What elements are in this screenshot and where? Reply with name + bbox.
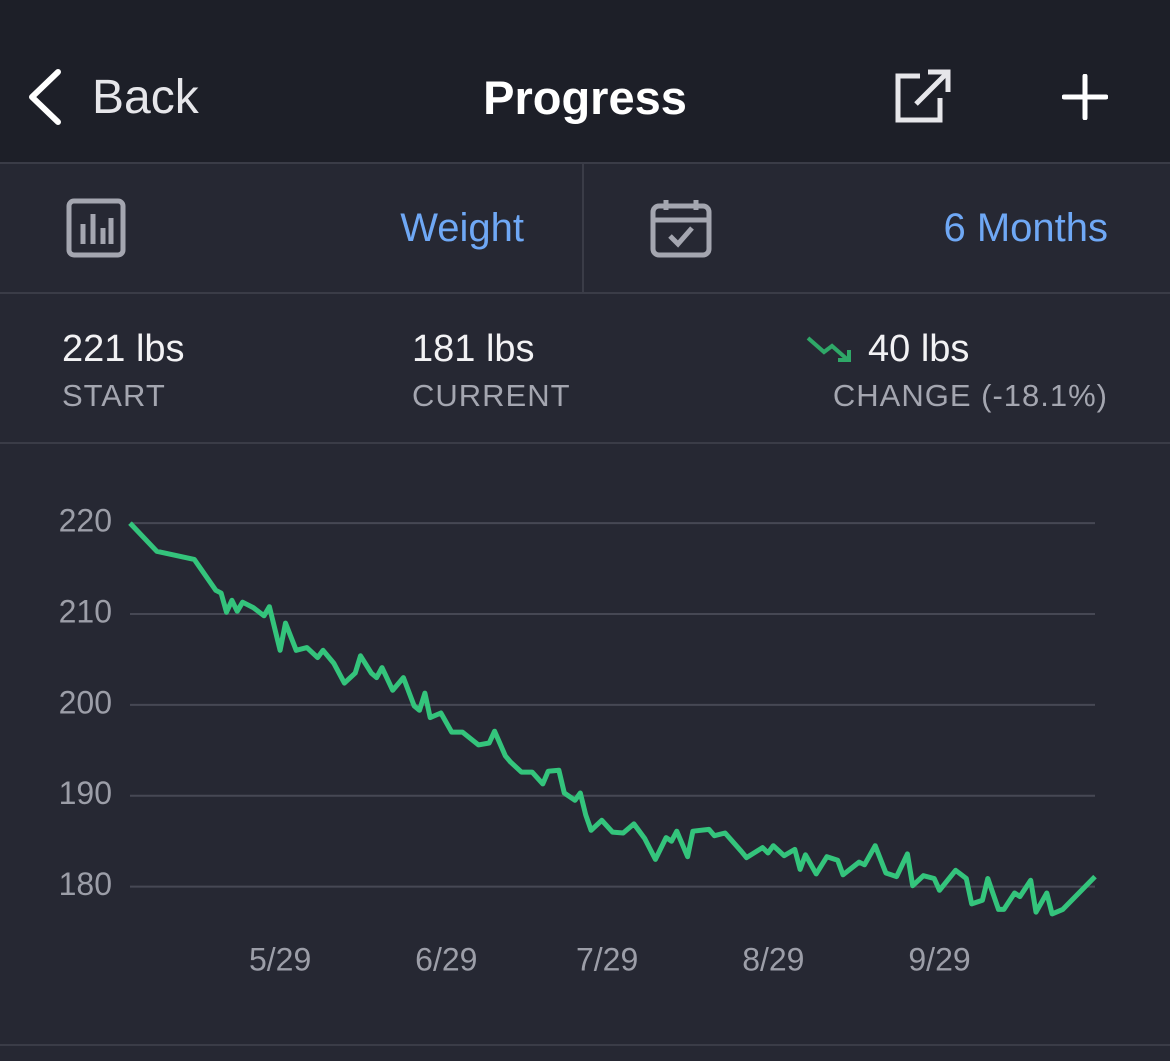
calendar-icon bbox=[650, 200, 712, 258]
back-button[interactable]: Back bbox=[92, 71, 199, 124]
stats-row: 221 lbs START 181 lbs CURRENT 40 lbs CHA… bbox=[0, 294, 1170, 444]
divider bbox=[0, 1044, 1170, 1046]
chart: 180 190 200 210 220 5/29 6/29 7/29 8/29 9/29 bbox=[59, 503, 1097, 977]
y-tick-label: 180 bbox=[59, 866, 112, 902]
stat-value: 181 lbs bbox=[412, 328, 535, 370]
weight-line bbox=[128, 521, 1097, 917]
range-selector[interactable]: 6 Months bbox=[943, 206, 1108, 250]
x-tick-label: 7/29 bbox=[576, 941, 638, 977]
back-icon[interactable] bbox=[24, 68, 64, 126]
share-icon[interactable] bbox=[894, 68, 954, 126]
selector-row: Weight 6 Months bbox=[0, 164, 1170, 294]
title: Progress bbox=[483, 71, 687, 124]
x-tick-label: 6/29 bbox=[415, 941, 477, 977]
divider bbox=[582, 164, 584, 292]
y-tick-label: 210 bbox=[59, 593, 112, 629]
y-tick-label: 200 bbox=[59, 684, 112, 720]
x-tick-label: 5/29 bbox=[249, 941, 311, 977]
nav-bar: Back Progress bbox=[0, 0, 1170, 164]
add-icon[interactable] bbox=[1062, 74, 1108, 120]
stat-label: CURRENT bbox=[412, 378, 571, 413]
stat-label: START bbox=[62, 378, 166, 413]
chart-icon bbox=[66, 198, 126, 258]
metric-selector[interactable]: Weight bbox=[400, 206, 524, 250]
x-tick-label: 9/29 bbox=[908, 941, 970, 977]
trend-icon bbox=[806, 336, 851, 362]
stat-label: CHANGE (-18.1%) bbox=[832, 378, 1108, 413]
stat-value: 40 lbs bbox=[868, 328, 970, 370]
stat-value: 221 lbs bbox=[62, 328, 185, 370]
x-tick-label: 8/29 bbox=[742, 941, 804, 977]
y-tick-label: 220 bbox=[59, 503, 112, 539]
y-tick-label: 190 bbox=[59, 775, 112, 811]
